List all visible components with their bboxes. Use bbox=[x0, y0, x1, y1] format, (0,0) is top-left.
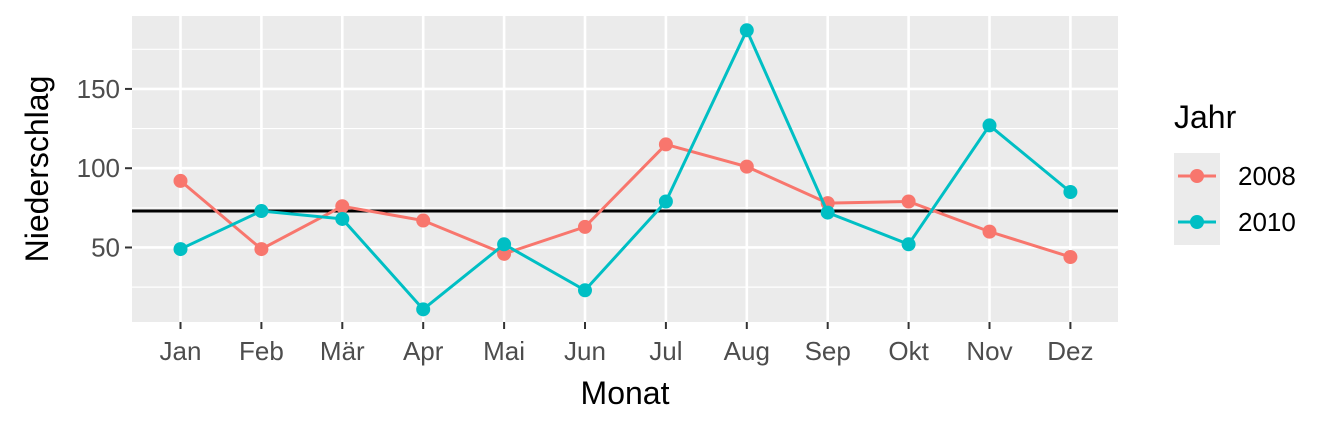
legend-key-point bbox=[1190, 169, 1204, 183]
data-point-2010 bbox=[740, 23, 754, 37]
data-point-2008 bbox=[254, 242, 268, 256]
data-point-2010 bbox=[497, 237, 511, 251]
x-tick-label: Dez bbox=[1047, 336, 1093, 366]
x-tick-label: Apr bbox=[403, 336, 444, 366]
data-point-2008 bbox=[902, 195, 916, 209]
y-axis: 50 100 150 bbox=[77, 74, 132, 263]
data-point-2010 bbox=[416, 302, 430, 316]
data-point-2008 bbox=[983, 225, 997, 239]
x-tick-label: Mär bbox=[320, 336, 365, 366]
x-axis-title: Monat bbox=[581, 375, 670, 411]
y-axis-title: Niederschlag bbox=[19, 76, 55, 263]
x-tick-label: Mai bbox=[483, 336, 525, 366]
x-tick-label: Jan bbox=[160, 336, 202, 366]
x-tick-label: Sep bbox=[805, 336, 851, 366]
y-tick-label: 150 bbox=[77, 74, 120, 104]
y-tick-label: 50 bbox=[91, 232, 120, 262]
data-point-2008 bbox=[578, 220, 592, 234]
legend-label: 2008 bbox=[1238, 161, 1296, 191]
x-tick-label: Jul bbox=[649, 336, 682, 366]
data-point-2008 bbox=[416, 214, 430, 228]
x-axis: Jan Feb Mär Apr Mai Jun Jul Aug Sep Okt Nov Dez bbox=[160, 322, 1094, 366]
data-point-2010 bbox=[335, 212, 349, 226]
y-tick-label: 100 bbox=[77, 153, 120, 183]
data-point-2010 bbox=[902, 237, 916, 251]
x-tick-label: Feb bbox=[239, 336, 284, 366]
data-point-2008 bbox=[659, 137, 673, 151]
legend-label: 2010 bbox=[1238, 207, 1296, 237]
data-point-2008 bbox=[740, 160, 754, 174]
data-point-2010 bbox=[821, 206, 835, 220]
data-point-2010 bbox=[983, 118, 997, 132]
legend-title: Jahr bbox=[1174, 99, 1237, 135]
data-point-2010 bbox=[174, 242, 188, 256]
legend: Jahr 2008 2010 bbox=[1174, 99, 1296, 245]
x-tick-label: Okt bbox=[888, 336, 929, 366]
data-point-2010 bbox=[1063, 185, 1077, 199]
legend-key-point bbox=[1190, 215, 1204, 229]
data-point-2010 bbox=[578, 283, 592, 297]
x-tick-label: Jun bbox=[564, 336, 606, 366]
data-point-2010 bbox=[254, 204, 268, 218]
data-point-2008 bbox=[335, 199, 349, 213]
x-tick-label: Nov bbox=[966, 336, 1012, 366]
data-point-2010 bbox=[659, 195, 673, 209]
data-point-2008 bbox=[1063, 250, 1077, 264]
x-tick-label: Aug bbox=[724, 336, 770, 366]
data-point-2008 bbox=[174, 174, 188, 188]
